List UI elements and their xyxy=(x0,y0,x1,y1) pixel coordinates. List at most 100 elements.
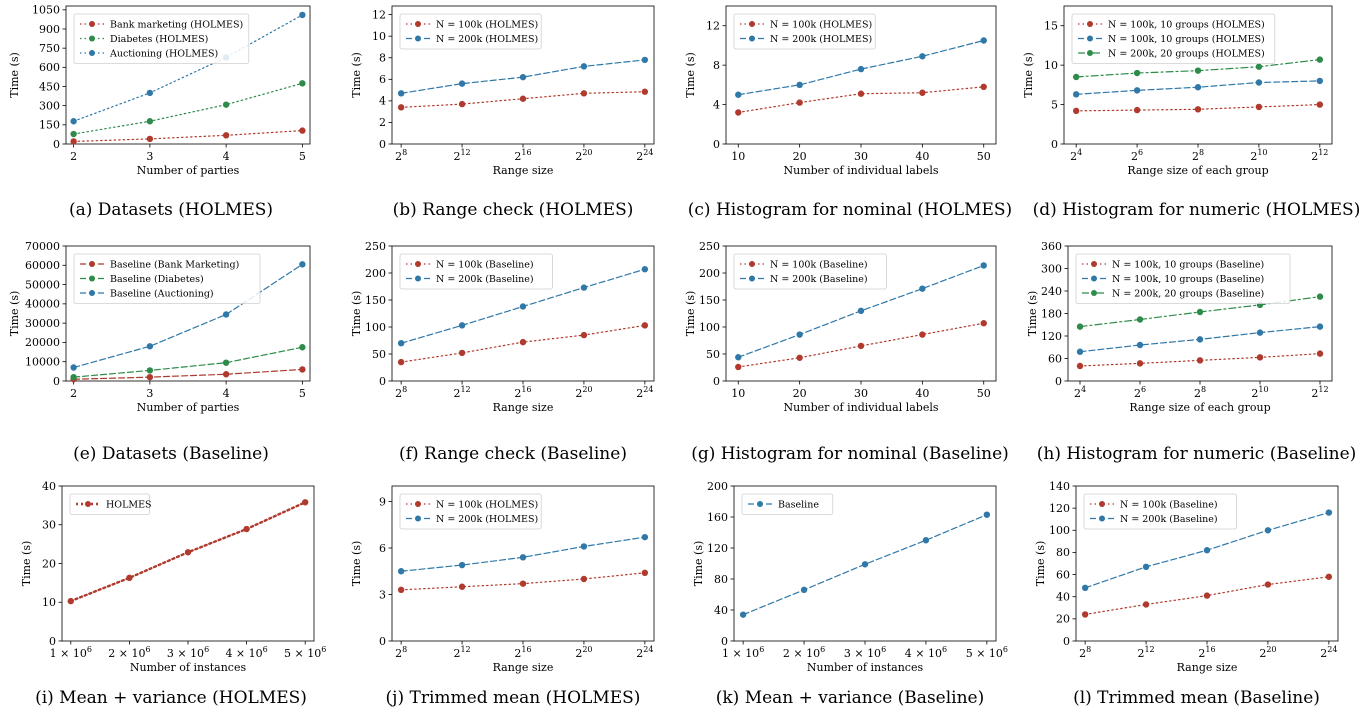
x-tick-label: 2 × 106 xyxy=(783,645,825,660)
data-point xyxy=(1325,509,1333,516)
legend-swatch-marker xyxy=(1099,515,1105,522)
data-point xyxy=(1194,106,1202,113)
x-tick-label: 28 xyxy=(1192,148,1204,163)
series-2 xyxy=(735,37,987,98)
series-line xyxy=(73,368,303,380)
y-axis-label: Time (s) xyxy=(350,541,363,587)
y-tick-label: 60 xyxy=(1056,568,1070,581)
x-axis-label: Number of parties xyxy=(137,164,240,177)
data-point xyxy=(980,262,987,269)
y-tick-label: 20 xyxy=(1056,613,1070,626)
legend-box xyxy=(69,493,150,515)
data-point xyxy=(70,130,77,138)
legend-entry: N = 100k, 10 groups (HOLMES) xyxy=(1108,20,1265,31)
x-tick-label: 224 xyxy=(636,385,653,400)
y-tick-label: 900 xyxy=(39,23,60,36)
data-point xyxy=(1133,106,1141,114)
x-axis-label: Range size xyxy=(493,401,554,414)
x-tick-label: 24 xyxy=(1070,148,1082,163)
legend-entry: Baseline (Diabetes) xyxy=(110,274,204,285)
legend-swatch-marker xyxy=(757,501,763,507)
x-tick-label: 2 xyxy=(70,387,77,400)
data-point xyxy=(70,138,77,145)
legend-box xyxy=(1083,493,1237,530)
data-point xyxy=(796,354,803,361)
x-axis-label: Range size of each group xyxy=(1129,401,1270,414)
x-tick-label: 1 × 106 xyxy=(722,645,764,660)
x-tick-label: 20 xyxy=(793,150,807,163)
caption-h: (h) Histogram for numeric (Baseline) xyxy=(1036,444,1357,464)
data-point xyxy=(1316,101,1324,108)
x-tick-label: 220 xyxy=(575,148,592,163)
y-tick-label: 120 xyxy=(1041,330,1062,343)
caption-c: (c) Histogram for nominal (HOLMES) xyxy=(687,200,1013,220)
series-line xyxy=(73,263,303,369)
y-tick-label: 120 xyxy=(707,542,728,555)
legend-box xyxy=(399,253,553,290)
axes: 10 20 30 40 50 0 4 8 12 Number of individual labe… xyxy=(684,20,991,177)
x-tick-label: 26 xyxy=(1134,385,1146,400)
data-point xyxy=(796,331,803,338)
y-tick-label: 5 xyxy=(1051,98,1058,111)
data-point xyxy=(1076,362,1084,370)
data-point xyxy=(458,561,466,569)
x-tick-label: 212 xyxy=(1137,645,1154,660)
legend-swatch-marker xyxy=(1087,35,1093,42)
data-point xyxy=(243,525,250,533)
legend-swatch-marker xyxy=(89,35,95,42)
chart-panel-g: 10 20 30 40 50 0 50 100 150 200 250 Number of indiv… xyxy=(684,240,1026,480)
x-tick-label: 30 xyxy=(854,150,868,163)
data-point xyxy=(1316,323,1324,330)
x-tick-label: 3 × 106 xyxy=(844,645,886,660)
chart-panel-h: 24 26 28 210 212 0 60 120 180 240 300 360 Range size… xyxy=(1026,240,1367,480)
x-tick-label: 26 xyxy=(1131,148,1143,163)
data-point xyxy=(458,322,466,329)
legend-swatch-marker xyxy=(89,21,95,27)
data-point xyxy=(519,73,527,81)
y-tick-label: 80 xyxy=(714,573,728,586)
data-point xyxy=(222,311,230,318)
y-tick-label: 70000 xyxy=(25,240,60,253)
data-point xyxy=(1255,79,1263,86)
caption-d: (d) Histogram for numeric (HOLMES) xyxy=(1032,200,1361,220)
data-point xyxy=(919,89,926,96)
legend-entry: N = 200k (HOLMES) xyxy=(770,34,872,45)
x-tick-label: 4 xyxy=(223,387,230,400)
data-point xyxy=(397,586,405,594)
y-tick-label: 0 xyxy=(49,635,56,648)
chart-f: 28 212 216 220 224 0 50 100 150 200 250 Range size T… xyxy=(350,240,655,414)
data-point xyxy=(980,37,987,44)
data-point xyxy=(1072,107,1080,115)
caption-j: (j) Trimmed mean (HOLMES) xyxy=(385,688,641,708)
data-point xyxy=(222,101,230,108)
data-point xyxy=(735,109,742,116)
legend-swatch-marker xyxy=(415,275,421,282)
y-axis-label: Time (s) xyxy=(684,291,697,337)
y-tick-label: 200 xyxy=(707,480,728,493)
data-point xyxy=(519,303,527,310)
x-tick-label: 212 xyxy=(453,645,470,660)
y-tick-label: 0 xyxy=(1055,375,1062,388)
caption-a: (a) Datasets (HOLMES) xyxy=(68,200,274,220)
data-point xyxy=(857,342,865,350)
data-point xyxy=(980,83,987,91)
legend-swatch-marker xyxy=(415,501,421,507)
y-tick-label: 300 xyxy=(39,99,60,112)
x-tick-label: 1 × 106 xyxy=(50,645,92,660)
x-tick-label: 224 xyxy=(636,645,653,660)
x-tick-label: 5 xyxy=(299,150,306,163)
data-point xyxy=(1196,336,1204,343)
legend-swatch-marker xyxy=(89,261,95,267)
data-point xyxy=(796,81,803,89)
y-tick-label: 160 xyxy=(707,511,728,524)
data-point xyxy=(458,583,466,590)
x-tick-label: 216 xyxy=(514,148,531,163)
y-tick-label: 50000 xyxy=(25,278,60,291)
legend-box xyxy=(73,253,261,304)
series-2 xyxy=(1072,77,1324,98)
data-point xyxy=(519,338,527,346)
series-line xyxy=(73,14,303,122)
data-point xyxy=(641,533,649,541)
data-point xyxy=(580,63,588,70)
